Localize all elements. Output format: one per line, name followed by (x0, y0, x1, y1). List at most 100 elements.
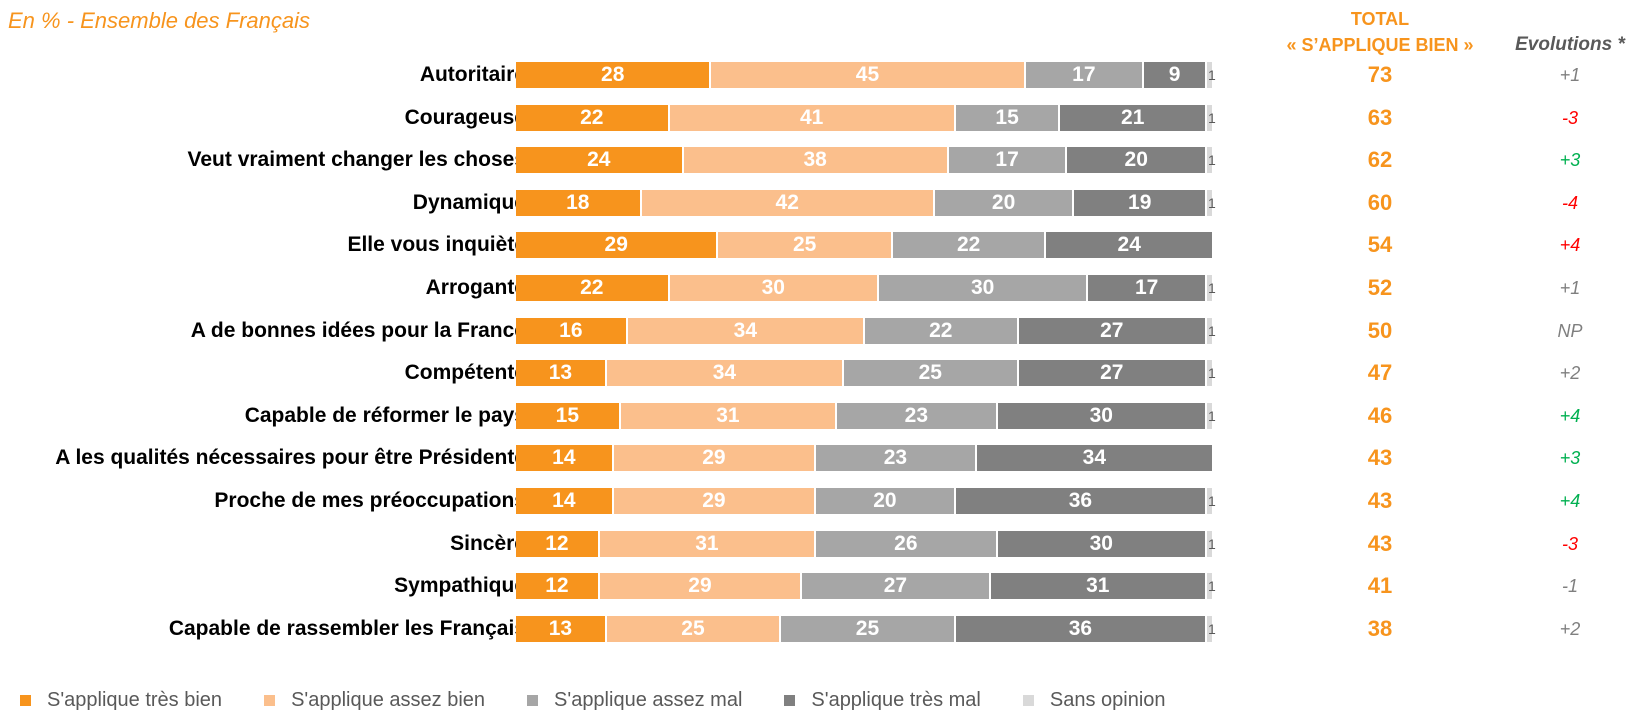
legend-swatch (1022, 694, 1034, 706)
bar-segment: 34 (606, 360, 843, 387)
category-label: A les qualités nécessaires pour être Pré… (55, 446, 526, 470)
bar-row: Sympathique 12 29 27 31 1 41 -1 (0, 573, 1643, 600)
bar-segment: 14 (516, 445, 612, 472)
bar-segment: 9 (1144, 62, 1205, 88)
bar-segment: 20 (816, 488, 954, 514)
evolution-value: +2 (1559, 363, 1581, 384)
evolution-column-header: Evolutions * (1515, 34, 1625, 55)
legend: S'applique très bien S'applique assez bie… (20, 688, 1208, 712)
legend-swatch (20, 694, 31, 706)
legend-label: Sans opinion (1049, 688, 1166, 711)
bar-segment: 30 (997, 402, 1205, 429)
total-value: 73 (1367, 62, 1393, 87)
bar-segment: 22 (892, 232, 1045, 259)
bar-row: Capable de rassembler les Français 13 25 25… (0, 615, 1643, 642)
total-value: 62 (1367, 147, 1393, 173)
bar-segment: 31 (990, 573, 1205, 600)
total-value: 41 (1367, 573, 1393, 599)
evolution-value: +2 (1559, 618, 1581, 639)
bar-segment: 24 (1046, 232, 1212, 259)
bar-row: Elle vous inquiète 29 25 22 24 54 +4 (0, 232, 1643, 259)
bar-segment: 22 (516, 275, 668, 301)
bar-segment: 31 (599, 530, 815, 557)
evolution-value: +4 (1559, 235, 1581, 256)
total-value: 43 (1367, 445, 1393, 471)
category-label: Arrogante (425, 276, 526, 299)
bar-segment: 12 (516, 573, 598, 600)
bar-segment: 13 (516, 360, 605, 387)
bar-segment: 15 (955, 104, 1059, 131)
bar-row: Arrogante 22 30 30 17 1 52 +1 (0, 275, 1643, 301)
bar-segment: 42 (641, 189, 933, 216)
bar-segment: 1 (1207, 317, 1216, 344)
total-value: 46 (1367, 402, 1393, 428)
bar-segment: 19 (1074, 189, 1205, 216)
category-label: Elle vous inquiète (347, 233, 526, 257)
category-label: Compétente (404, 361, 526, 385)
bar-row: Proche de mes préoccupations 14 29 20 36 1 43 +… (0, 488, 1643, 514)
legend-item: S'applique très bien (20, 689, 222, 712)
total-header-line1: TOTAL (1350, 9, 1410, 29)
bar-row: Autoritaire 28 45 17 9 1 73 +1 (0, 62, 1643, 88)
bar-segment: 38 (683, 147, 947, 174)
bar-segment: 1 (1207, 189, 1216, 216)
bar-segment: 20 (934, 189, 1073, 216)
total-value: 38 (1367, 615, 1393, 641)
category-label: A de bonnes idées pour la France (190, 318, 526, 342)
category-label: Veut vraiment changer les choses (187, 148, 526, 172)
bar-segment: 21 (1060, 104, 1206, 131)
bar-segment: 45 (711, 62, 1024, 88)
bar-segment: 36 (955, 488, 1205, 514)
bar-segment: 1 (1207, 573, 1216, 600)
bar-segment: 28 (516, 62, 710, 88)
evolution-value: NP (1557, 320, 1583, 341)
bar-segment: 1 (1207, 615, 1216, 642)
bar-row: Capable de réformer le pays 15 31 23 30 1 46 +4 (0, 402, 1643, 429)
legend-label: S'applique très bien (47, 688, 223, 711)
bar-segment: 1 (1207, 360, 1216, 387)
chart-subtitle: En % - Ensemble des Français (8, 8, 311, 33)
bar-segment: 34 (976, 445, 1212, 472)
bar-row: Courageuse 22 41 15 21 1 63 -3 (0, 104, 1643, 131)
bar-segment: 25 (781, 615, 954, 642)
bar-row: A les qualités nécessaires pour être Pré… (0, 445, 1643, 472)
bar-segment: 25 (718, 232, 891, 259)
category-label: Sincère (450, 531, 526, 555)
bar-segment: 30 (997, 530, 1205, 557)
evolution-value: -1 (1561, 576, 1578, 597)
evolution-value: +4 (1559, 491, 1581, 511)
total-value: 43 (1367, 488, 1393, 513)
legend-label: S'applique assez mal (554, 688, 743, 711)
bar-segment: 1 (1207, 104, 1216, 131)
evolution-value: +3 (1559, 448, 1581, 469)
bar-segment: 41 (669, 104, 954, 131)
category-label: Proche de mes préoccupations (214, 489, 526, 512)
total-value: 43 (1367, 530, 1393, 556)
total-value: 52 (1367, 275, 1393, 300)
bar-segment: 17 (1025, 62, 1143, 88)
bar-segment: 16 (516, 317, 626, 344)
bar-row: Veut vraiment changer les choses 24 38 17 20… (0, 147, 1643, 174)
bar-segment: 24 (516, 147, 682, 174)
bar-segment: 27 (1018, 317, 1205, 344)
bar-segment: 30 (878, 275, 1087, 301)
legend-item: S'applique assez mal (527, 689, 742, 712)
total-value: 63 (1367, 104, 1393, 130)
bar-segment: 13 (516, 615, 605, 642)
category-label: Courageuse (404, 105, 526, 129)
total-value: 50 (1367, 317, 1393, 343)
bar-segment: 36 (955, 615, 1205, 642)
legend-item: Sans opinion (1022, 688, 1166, 712)
category-label: Capable de rassembler les Français (168, 616, 526, 640)
bar-segment: 29 (613, 445, 815, 472)
total-value: 60 (1367, 189, 1393, 215)
bar-segment: 17 (1088, 275, 1206, 301)
bar-segment: 20 (1067, 147, 1205, 174)
bar-segment: 29 (613, 488, 815, 514)
bar-segment: 23 (816, 445, 975, 472)
bar-segment: 1 (1207, 530, 1216, 557)
legend-label: S'applique assez bien (291, 688, 486, 711)
category-label: Capable de réformer le pays (244, 403, 526, 427)
evolution-value: +3 (1559, 150, 1581, 171)
bar-row: A de bonnes idées pour la France 16 34 22 27… (0, 317, 1643, 344)
